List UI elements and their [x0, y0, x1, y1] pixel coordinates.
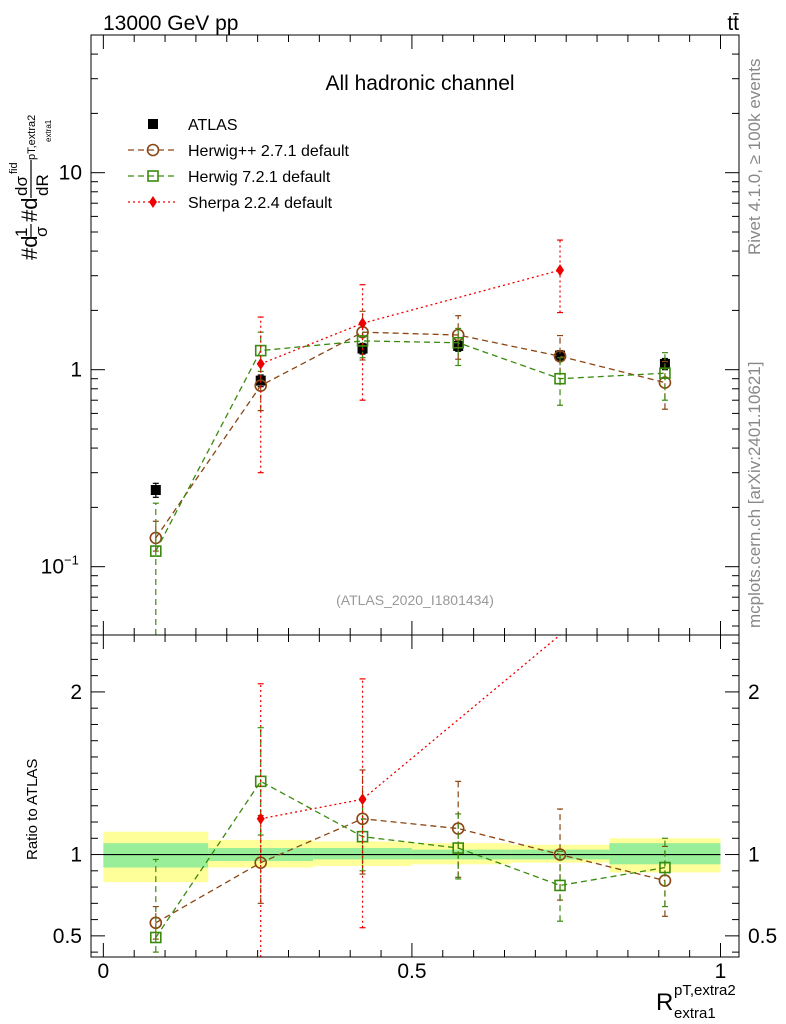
main-point-herwig2-0 — [150, 545, 162, 557]
legend-label-0: ATLAS — [188, 117, 238, 134]
main-ytick-label-0: 10 — [59, 162, 82, 185]
main-line-sherpa3 — [260, 269, 561, 365]
ylabel-fid: fid — [8, 162, 20, 174]
x-axis-label: R pT,extra2 extra1 — [656, 982, 736, 1022]
ratio-point-herwig0-2 — [356, 812, 369, 826]
main-point-herwig2-2 — [356, 335, 369, 347]
ratio-point-sherpa2-1 — [358, 793, 367, 806]
xlabel-sub: extra1 — [674, 1005, 716, 1022]
band-green-0 — [103, 843, 209, 868]
main-line-herwig2 — [155, 340, 665, 552]
legend-marker-3 — [149, 196, 157, 208]
ratio-point-herwig1-5 — [659, 861, 671, 874]
chart-title: All hadronic channel — [325, 72, 514, 95]
ratio-marks — [149, 634, 672, 957]
xlabel-main: R — [656, 989, 673, 1016]
xlabel-sup: pT,extra2 — [674, 982, 736, 999]
ratio-ticks: 0.5 0.5 1 1 2 2 0 0.5 1 — [53, 635, 777, 983]
ratio-frame — [90, 634, 740, 958]
main-marks — [149, 239, 672, 635]
legend-marker-1 — [146, 143, 160, 157]
ratio-line-herwig0 — [155, 818, 666, 924]
main-ylabel: #d 1 σ #d dσ fid dR pT,extra2 extra1 — [8, 115, 53, 260]
main-point-herwig2-4 — [554, 372, 566, 385]
analysis-id: (ATLAS_2020_I1801434) — [336, 592, 494, 608]
ylabel-dsigma: dσ — [12, 176, 31, 196]
ratio-line-sherpa2 — [260, 634, 561, 820]
mcplots-label: mcplots.cern.ch [arXiv:2401.10621] — [745, 362, 764, 628]
ylabel-sub: pT,extra2 — [26, 115, 38, 160]
ratio-ytick-label-right-1: 1 — [748, 844, 760, 867]
legend-label-1: Herwig++ 2.7.1 default — [188, 143, 350, 160]
ylabel-hash2: #d — [17, 198, 42, 222]
ylabel-one: 1 — [12, 228, 31, 237]
ratio-ytick-label-left-0: 0.5 — [53, 925, 82, 948]
process-label: tt̄ — [727, 12, 739, 35]
ylabel-hash1: #d — [17, 236, 42, 260]
ratio-ytick-label-right-2: 2 — [748, 681, 760, 704]
ratio-ytick-label-right-0: 0.5 — [748, 925, 777, 948]
ylabel-sigma: σ — [32, 226, 51, 237]
ratio-point-herwig0-1 — [254, 856, 268, 869]
ratio-xtick-label-2: 1 — [715, 960, 727, 983]
legend-marker-0 — [148, 119, 158, 129]
ratio-xtick-label-1: 0.5 — [397, 960, 426, 983]
legend-marker-2 — [147, 170, 159, 182]
main-point-atlas0-4 — [555, 350, 566, 361]
main-point-sherpa3-1 — [358, 317, 367, 330]
main-ytick-label-1: 1 — [70, 359, 82, 382]
main-point-herwig2-5 — [659, 367, 671, 379]
ratio-point-herwig1-4 — [554, 879, 566, 892]
ratio-ylabel: Ratio to ATLAS — [24, 759, 41, 860]
main-point-herwig2-1 — [254, 344, 267, 357]
ratio-panel: 0.5 0.5 1 1 2 2 0 0.5 1 Ratio to ATLAS R pT,extr… — [24, 634, 777, 1022]
main-point-sherpa3-2 — [556, 264, 565, 277]
main-ytick-label-2: 10 — [41, 556, 64, 579]
energy-label: 13000 GeV pp — [103, 12, 238, 35]
ylabel-extra1: extra1 — [44, 119, 53, 142]
legend-label-3: Sherpa 2.2.4 default — [188, 195, 333, 212]
main-ytick-sup-2: −1 — [64, 553, 79, 568]
ratio-line-herwig1 — [155, 780, 666, 938]
ratio-xtick-label-0: 0 — [97, 960, 109, 983]
rivet-label: Rivet 4.1.0, ≥ 100k events — [745, 59, 764, 255]
main-point-sherpa3-0 — [256, 357, 265, 370]
ratio-bands — [103, 831, 721, 883]
main-point-herwig2-3 — [452, 336, 465, 349]
ratio-point-herwig1-3 — [452, 842, 465, 854]
ylabel-dR: dR — [33, 174, 52, 196]
ratio-ytick-label-left-1: 1 — [70, 844, 82, 867]
main-point-atlas0-0 — [150, 485, 161, 496]
ratio-point-herwig1-0 — [150, 931, 162, 944]
legend: ATLAS Herwig++ 2.7.1 default Herwig 7.2.1 … — [128, 117, 350, 212]
ratio-point-sherpa2-0 — [256, 812, 265, 825]
ratio-ytick-label-left-2: 2 — [70, 681, 82, 704]
main-line-herwig1 — [155, 331, 666, 539]
legend-label-2: Herwig 7.2.1 default — [188, 169, 331, 186]
